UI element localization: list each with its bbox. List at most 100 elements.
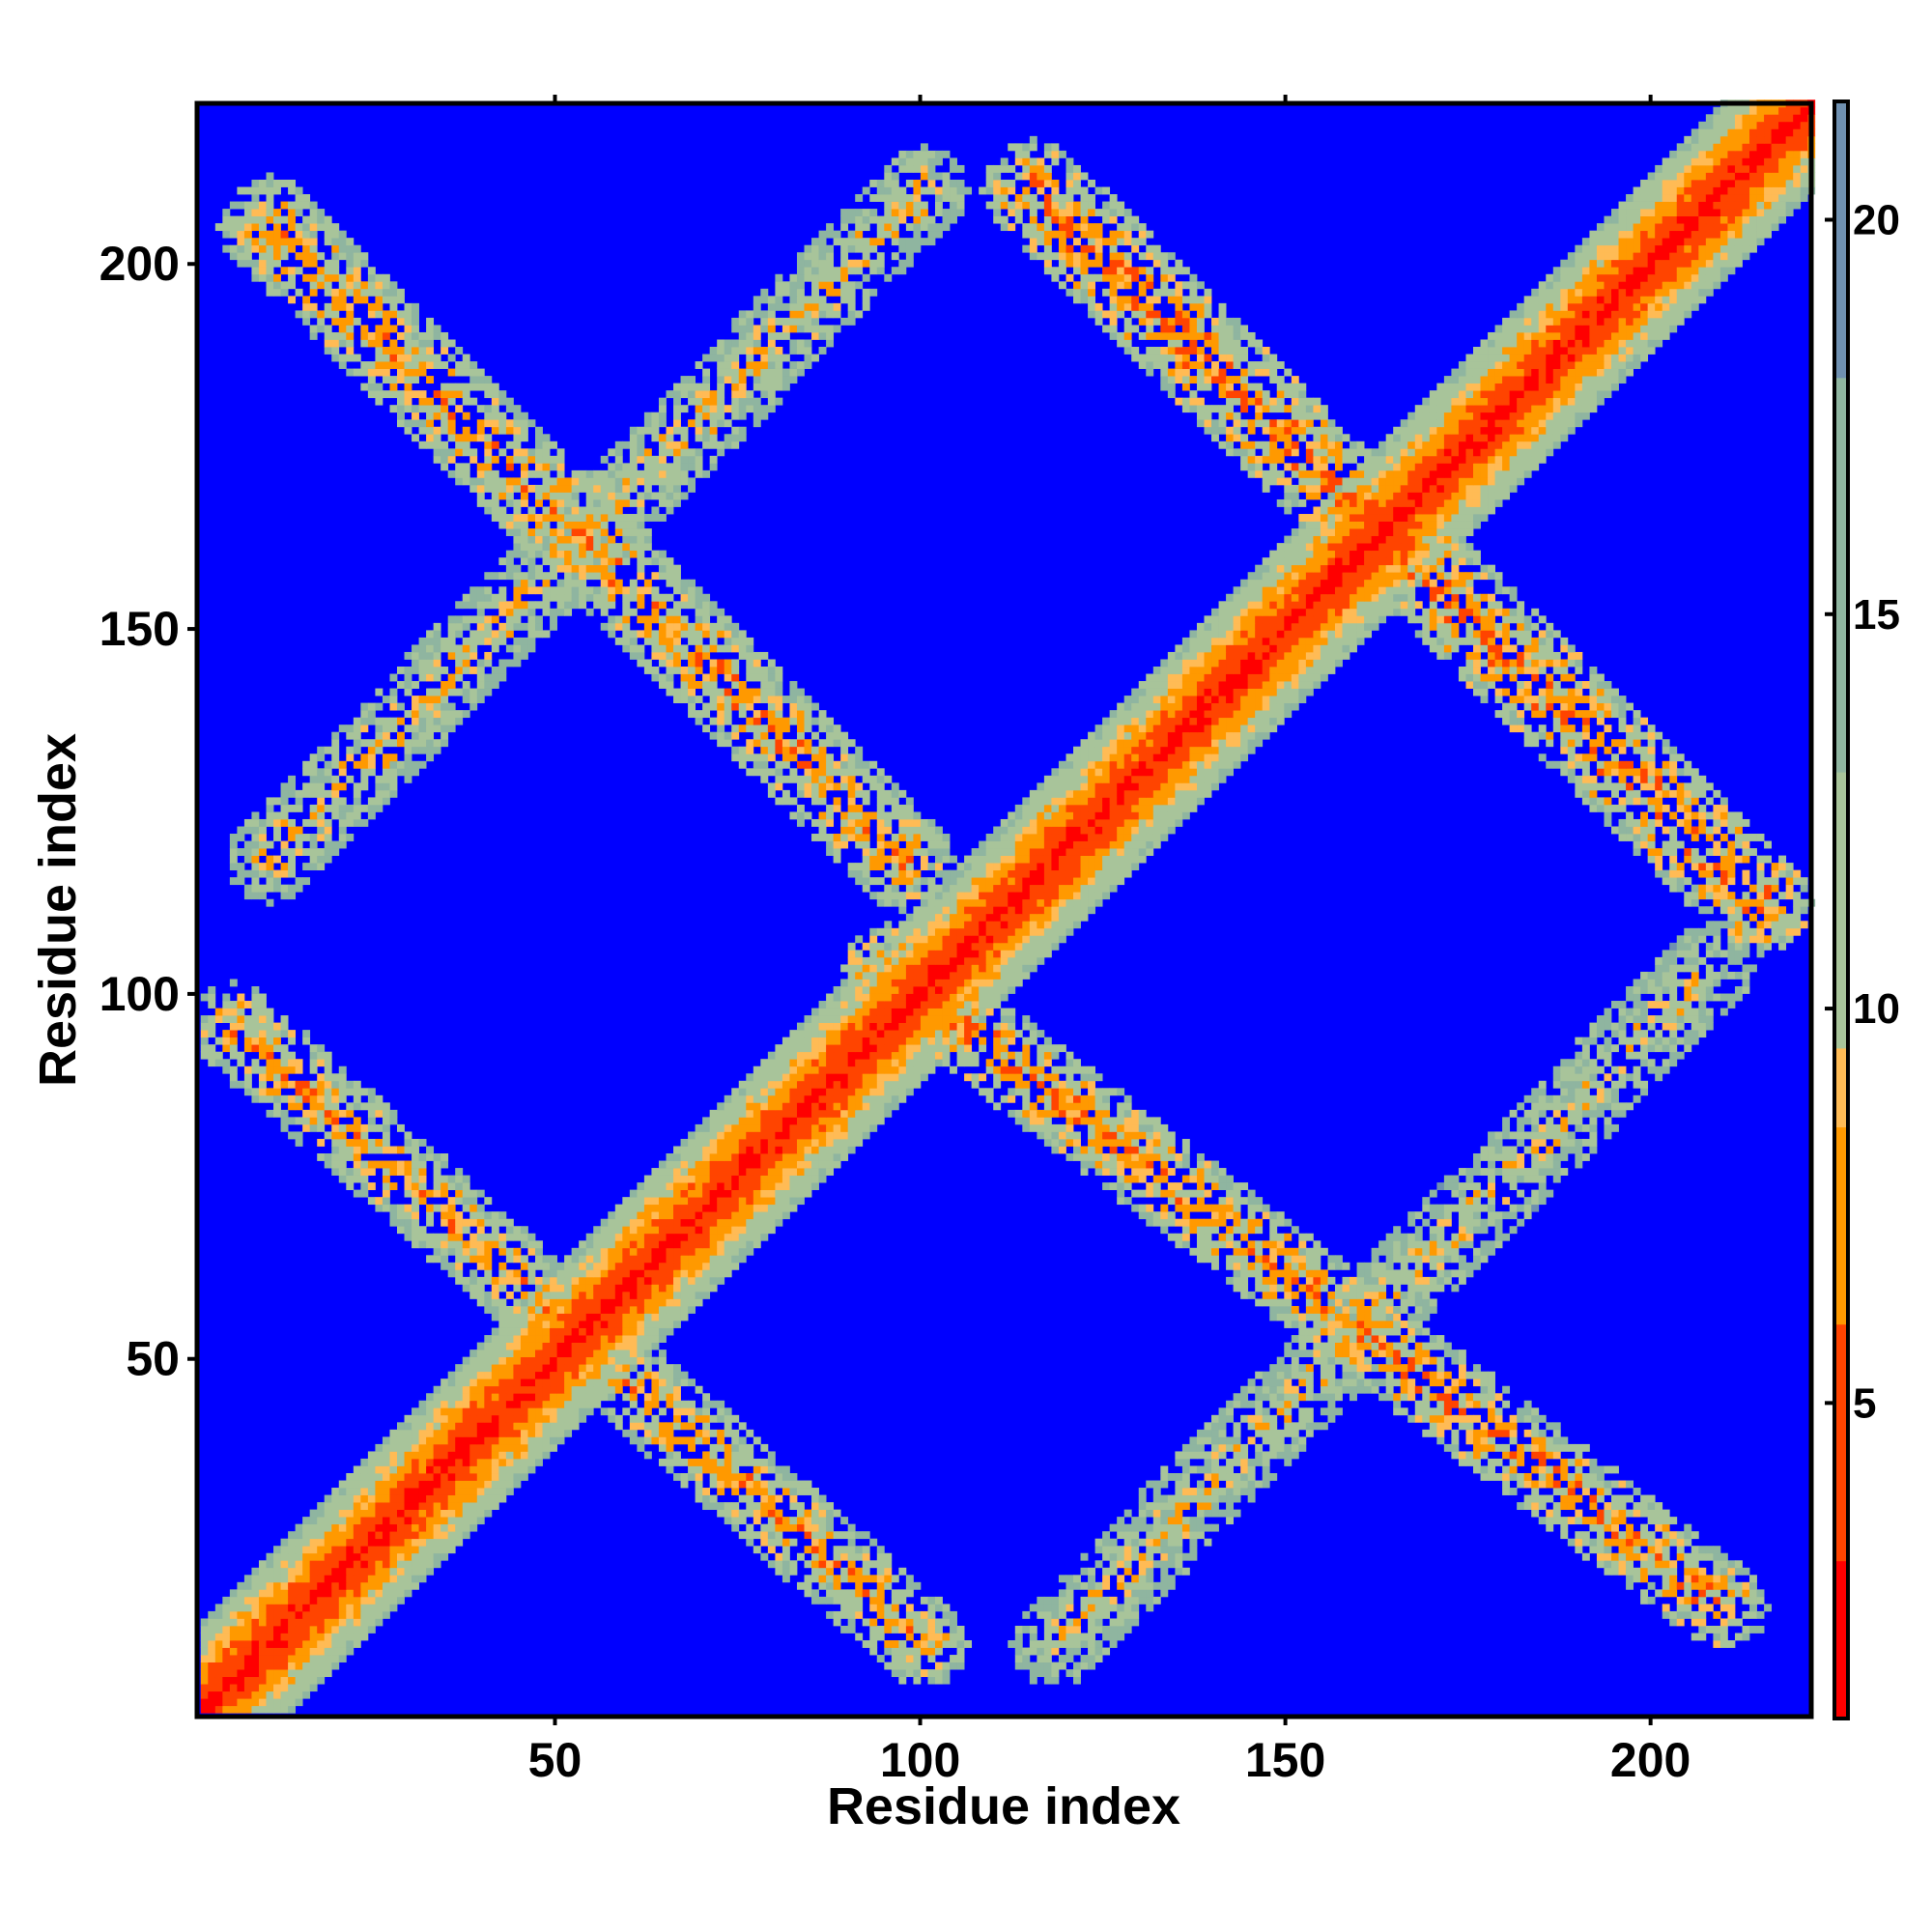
heatmap-cell — [1211, 1436, 1219, 1445]
heatmap-cell — [673, 1305, 681, 1314]
heatmap-cell — [556, 1276, 565, 1285]
heatmap-cell — [1560, 1473, 1569, 1481]
heatmap-cell — [585, 1321, 594, 1328]
heatmap-cell — [375, 1443, 384, 1452]
heatmap-cell — [753, 1175, 761, 1183]
heatmap-cell — [1589, 1131, 1598, 1140]
heatmap-cell — [898, 1647, 907, 1656]
heatmap-cell — [513, 1393, 522, 1402]
heatmap-cell — [1160, 1168, 1169, 1176]
heatmap-cell — [571, 1298, 580, 1307]
heatmap-cell — [455, 1168, 464, 1176]
heatmap-cell — [1626, 1538, 1634, 1547]
heatmap-cell — [1196, 1255, 1205, 1264]
heatmap-cell — [1305, 1269, 1314, 1278]
heatmap-cell — [513, 1378, 522, 1387]
heatmap-cell — [1043, 1138, 1052, 1147]
heatmap-cell — [426, 1153, 435, 1161]
heatmap-cell — [1684, 1604, 1692, 1612]
heatmap-cell — [724, 1109, 732, 1118]
heatmap-cell — [760, 1494, 769, 1503]
heatmap-cell — [412, 1146, 419, 1154]
heatmap-cell — [476, 1443, 485, 1452]
heatmap-cell — [302, 1575, 311, 1583]
heatmap-cell — [418, 1488, 427, 1495]
heatmap-cell — [826, 1560, 835, 1569]
heatmap-cell — [309, 1618, 318, 1627]
heatmap-cell — [433, 1523, 441, 1532]
heatmap-cell — [1065, 1655, 1074, 1662]
heatmap-cell — [724, 1247, 732, 1256]
heatmap-cell — [382, 1182, 390, 1191]
heatmap-cell — [811, 1552, 819, 1561]
heatmap-cell — [208, 1669, 216, 1678]
heatmap-cell — [1043, 1662, 1052, 1670]
heatmap-cell — [781, 1538, 790, 1547]
heatmap-cell — [898, 1662, 907, 1670]
heatmap-cell — [535, 1422, 543, 1431]
heatmap-cell — [1298, 1247, 1307, 1256]
heatmap-cell — [1727, 1610, 1736, 1619]
heatmap-cell — [1320, 1342, 1328, 1350]
heatmap-cell — [1320, 1247, 1328, 1256]
heatmap-cell — [1117, 1633, 1125, 1641]
heatmap-cell — [1291, 1269, 1299, 1278]
heatmap-cell — [818, 1546, 827, 1554]
heatmap-cell — [527, 1356, 536, 1365]
heatmap-cell — [709, 1458, 718, 1466]
heatmap-cell — [491, 1400, 499, 1408]
heatmap-cell — [1414, 1276, 1423, 1285]
heatmap-cell — [680, 1211, 689, 1220]
heatmap-cell — [1065, 1575, 1074, 1583]
heatmap-cell — [476, 1189, 485, 1198]
heatmap-cell — [688, 1291, 696, 1299]
heatmap-cell — [695, 1276, 703, 1285]
heatmap-cell — [1429, 1393, 1437, 1402]
heatmap-cell — [1458, 1378, 1466, 1387]
heatmap-cell — [796, 1552, 805, 1561]
heatmap-cell — [1356, 1385, 1365, 1394]
heatmap-cell — [1218, 1168, 1227, 1176]
heatmap-cell — [1160, 1509, 1169, 1518]
heatmap-cell — [338, 1625, 347, 1634]
heatmap-cell — [608, 1211, 616, 1220]
heatmap-cell — [1494, 1233, 1503, 1241]
heatmap-cell — [440, 1378, 449, 1387]
heatmap-cell — [1094, 1596, 1103, 1605]
heatmap-cell — [1531, 1480, 1540, 1489]
heatmap-cell — [840, 1604, 849, 1612]
heatmap-cell — [447, 1371, 456, 1379]
heatmap-cell — [520, 1378, 528, 1387]
heatmap-cell — [1131, 1538, 1140, 1547]
heatmap-cell — [1029, 1109, 1037, 1118]
heatmap-cell — [658, 1175, 667, 1183]
heatmap-cell — [280, 1094, 289, 1103]
heatmap-cell — [455, 1422, 464, 1431]
heatmap-cell — [1123, 1094, 1132, 1103]
heatmap-cell — [1422, 1414, 1431, 1423]
heatmap-cell — [622, 1197, 631, 1206]
heatmap-cell — [847, 1618, 856, 1627]
heatmap-cell — [353, 1094, 361, 1103]
heatmap-cell — [643, 1262, 652, 1270]
heatmap-cell — [1313, 1291, 1321, 1299]
heatmap-cell — [1240, 1400, 1249, 1408]
heatmap-cell — [789, 1160, 798, 1169]
heatmap-cell — [1211, 1160, 1219, 1169]
heatmap-cell — [331, 1517, 340, 1525]
heatmap-cell — [1065, 1604, 1074, 1612]
heatmap-cell — [1276, 1407, 1285, 1416]
heatmap-cell — [1160, 1153, 1169, 1161]
heatmap-cell — [527, 1327, 536, 1336]
heatmap-cell — [1581, 1123, 1590, 1132]
heatmap-cell — [455, 1262, 464, 1270]
heatmap-cell — [1480, 1473, 1489, 1481]
heatmap-cell — [789, 1523, 798, 1532]
heatmap-cell — [1494, 1146, 1503, 1154]
heatmap-cell — [440, 1458, 449, 1466]
heatmap-cell — [702, 1414, 711, 1423]
heatmap-cell — [542, 1262, 551, 1270]
heatmap-cell — [1546, 1123, 1554, 1132]
heatmap-cell — [1567, 1146, 1576, 1154]
heatmap-cell — [1727, 1567, 1736, 1576]
